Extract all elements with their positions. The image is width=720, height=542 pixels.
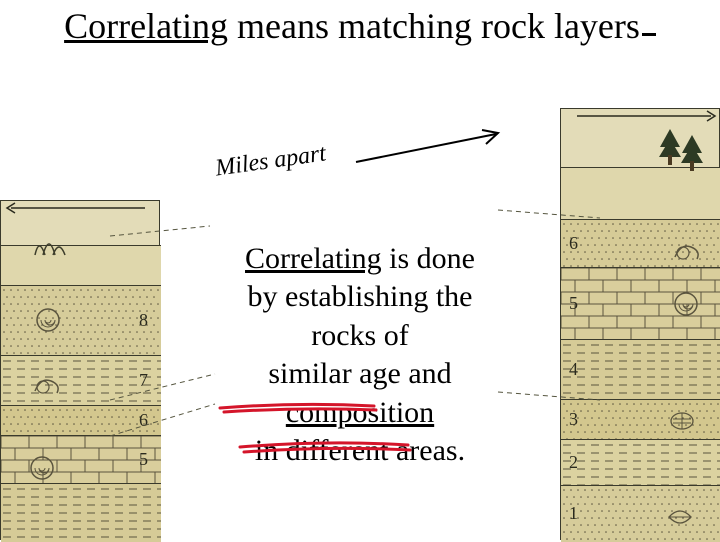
shrub-icon — [29, 229, 73, 264]
layer-number: 8 — [139, 310, 148, 331]
layer-number: 5 — [139, 449, 148, 470]
rock-layer — [1, 483, 161, 541]
rock-layer — [1, 435, 161, 483]
ammonite-icon — [33, 305, 63, 340]
ammonite-icon — [27, 453, 57, 488]
body-line-1: Correlating is done — [180, 240, 540, 278]
body-line-2: by establishing the — [180, 278, 540, 316]
body-line-4: similar age and — [180, 355, 540, 393]
rock-layer — [561, 339, 720, 399]
ammonite-icon — [671, 289, 701, 324]
leaf-icon — [665, 505, 695, 534]
tree-icon — [679, 133, 705, 178]
title-rest: means matching rock layers — [228, 6, 640, 46]
title-underlined-word: Correlating — [64, 6, 228, 46]
layer-number: 2 — [569, 452, 578, 473]
layer-number: 6 — [139, 410, 148, 431]
rock-layer — [561, 439, 720, 485]
snail-icon — [671, 237, 705, 268]
body-line-3: rocks of — [180, 317, 540, 355]
layer-number: 7 — [139, 370, 148, 391]
slide-title: Correlating means matching rock layers — [0, 0, 720, 47]
rock-layer — [1, 355, 161, 405]
rock-layer — [1, 245, 161, 285]
layer-number: 1 — [569, 503, 578, 524]
layer-number: 4 — [569, 359, 578, 380]
layer-number: 3 — [569, 409, 578, 430]
trilobite-icon — [667, 409, 697, 438]
body-line-6: in different areas. — [180, 432, 540, 470]
body-line-5: composition — [180, 394, 540, 432]
rock-layer — [1, 285, 161, 355]
layer-number: 5 — [569, 293, 578, 314]
body-text: Correlating is done by establishing the … — [180, 240, 540, 470]
title-cursor-mark — [642, 33, 656, 36]
snail-icon — [31, 371, 65, 402]
rock-layer — [1, 405, 161, 435]
rock-layer — [561, 485, 720, 541]
stratigraphic-column-right: 6 5 4 3 2 1 — [560, 108, 720, 540]
layer-number: 6 — [569, 233, 578, 254]
pointer-arrow — [352, 128, 512, 174]
stratigraphic-column-left: 8 7 6 5 — [0, 200, 160, 540]
miles-apart-label: Miles apart — [214, 140, 328, 182]
